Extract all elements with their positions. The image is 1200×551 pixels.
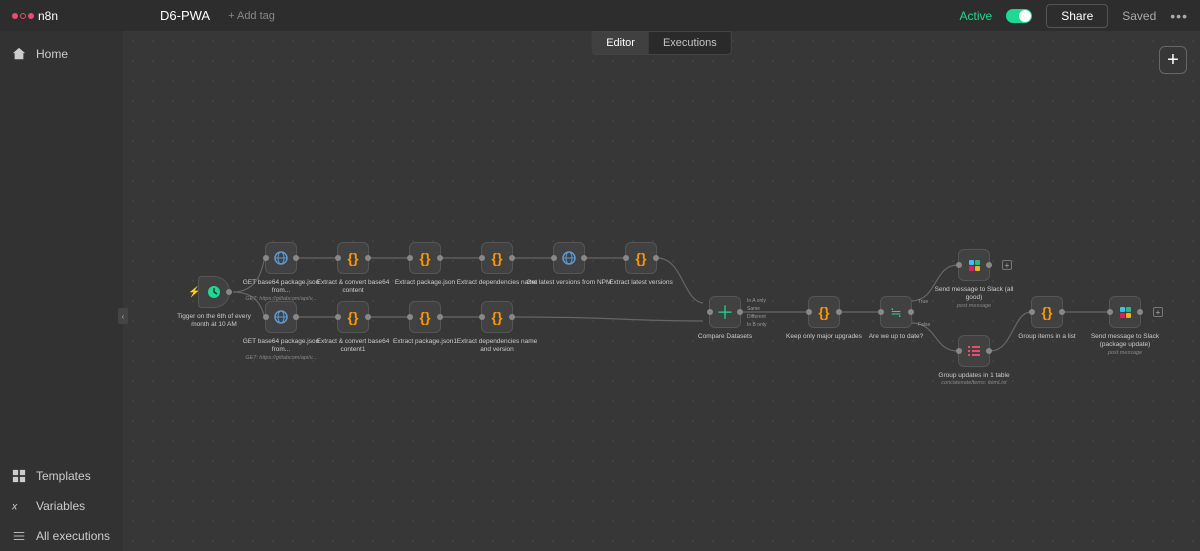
sidebar-item-templates[interactable]: Templates	[0, 461, 123, 491]
json-icon: {}	[492, 309, 503, 325]
node-label: Extract dependencies name and version	[452, 338, 542, 355]
json-icon: {}	[1042, 304, 1053, 320]
node-label: Group items in a list	[1002, 333, 1092, 341]
add-connection[interactable]: +	[1002, 260, 1012, 270]
node-conv1[interactable]: {}Extract & convert base64 content	[337, 242, 369, 274]
sidebar-label: Home	[36, 47, 68, 61]
node-npm[interactable]: Get latest versions from NPM	[553, 242, 585, 274]
canvas[interactable]: ‹ Editor Executions + ⚡ Tigger on the 6t…	[123, 31, 1200, 551]
saved-status: Saved	[1122, 9, 1156, 23]
slack-icon	[969, 260, 980, 271]
sidebar-item-executions[interactable]: All executions	[0, 521, 123, 551]
branch-label: False	[918, 321, 930, 329]
node-upd[interactable]: ≒Are we up to date?	[880, 296, 912, 328]
logo[interactable]: n8n	[12, 9, 58, 23]
branch-label: In A only	[747, 297, 766, 305]
json-icon: {}	[348, 309, 359, 325]
node-label: Are we up to date?	[851, 333, 941, 341]
merge-icon: ＋	[716, 299, 734, 325]
slack-icon	[1120, 307, 1131, 318]
tab-executions[interactable]: Executions	[649, 32, 731, 54]
node-dep2[interactable]: {}Extract dependencies name and version	[481, 301, 513, 333]
json-icon: {}	[819, 304, 830, 320]
sidebar-label: Variables	[36, 499, 85, 513]
clock-icon	[206, 284, 222, 300]
branch-label: True	[918, 298, 928, 306]
active-label: Active	[960, 9, 993, 23]
executions-icon	[12, 529, 26, 543]
compare-icon: ≒	[890, 304, 902, 321]
add-tag-button[interactable]: + Add tag	[228, 10, 275, 22]
tab-editor[interactable]: Editor	[592, 32, 649, 54]
node-dep1[interactable]: {}Extract dependencies name	[481, 242, 513, 274]
node-grp[interactable]: Group updates in 1 tableconcatenateItems…	[958, 335, 990, 367]
node-label: Send message to Slack (package update)po…	[1080, 333, 1170, 357]
node-get2[interactable]: GET base64 package.json from...GET: http…	[265, 301, 297, 333]
node-slack2[interactable]: Send message to Slack (package update)po…	[1109, 296, 1141, 328]
node-get1[interactable]: GET base64 package.json from...GET: http…	[265, 242, 297, 274]
workflow-name[interactable]: D6-PWA	[160, 8, 210, 23]
sidebar-label: Templates	[36, 469, 91, 483]
globe-icon	[561, 250, 577, 266]
node-epj1[interactable]: {}Extract package.json	[409, 242, 441, 274]
more-menu[interactable]: •••	[1170, 8, 1188, 24]
branch-label: Different	[747, 313, 766, 321]
sidebar-item-variables[interactable]: x Variables	[0, 491, 123, 521]
sidebar-label: All executions	[36, 529, 110, 543]
node-slack1[interactable]: Send message to Slack (all good)post mes…	[958, 249, 990, 281]
logo-text: n8n	[38, 9, 58, 23]
sidebar-collapse[interactable]: ‹	[118, 308, 128, 324]
node-label: Send message to Slack (all good)post mes…	[929, 286, 1019, 310]
branch-label: Same	[747, 305, 766, 313]
node-label: Tigger on the 6th of every month at 10 A…	[169, 313, 259, 330]
node-label: Group updates in 1 tableconcatenateItems…	[929, 372, 1019, 388]
node-label: Extract latest versions	[596, 279, 686, 287]
json-icon: {}	[492, 250, 503, 266]
node-cmp[interactable]: ＋Compare Datasets	[709, 296, 741, 328]
add-connection[interactable]: +	[1153, 307, 1163, 317]
node-conv2[interactable]: {}Extract & convert base64 content1	[337, 301, 369, 333]
node-epj2[interactable]: {}Extract package.json1	[409, 301, 441, 333]
globe-icon	[273, 250, 289, 266]
sidebar-item-home[interactable]: Home	[0, 39, 123, 69]
sidebar: Home Templates x Variables All execution…	[0, 31, 123, 551]
globe-icon	[273, 309, 289, 325]
node-lat[interactable]: {}Extract latest versions	[625, 242, 657, 274]
list-icon	[966, 343, 982, 359]
json-icon: {}	[636, 250, 647, 266]
variables-icon: x	[12, 499, 26, 513]
json-icon: {}	[348, 250, 359, 266]
svg-text:x: x	[12, 501, 18, 513]
node-list[interactable]: {}Group items in a list	[1031, 296, 1063, 328]
node-trigger[interactable]: Tigger on the 6th of every month at 10 A…	[198, 276, 230, 308]
share-button[interactable]: Share	[1046, 4, 1108, 28]
home-icon	[12, 47, 26, 61]
json-icon: {}	[420, 250, 431, 266]
view-tabs: Editor Executions	[591, 31, 732, 55]
templates-icon	[12, 469, 26, 483]
node-keep[interactable]: {}Keep only major upgrades	[808, 296, 840, 328]
json-icon: {}	[420, 309, 431, 325]
add-node-button[interactable]: +	[1159, 46, 1187, 74]
node-label: Compare Datasets	[680, 333, 770, 341]
active-toggle[interactable]	[1006, 9, 1032, 23]
branch-label: In B only	[747, 321, 766, 329]
